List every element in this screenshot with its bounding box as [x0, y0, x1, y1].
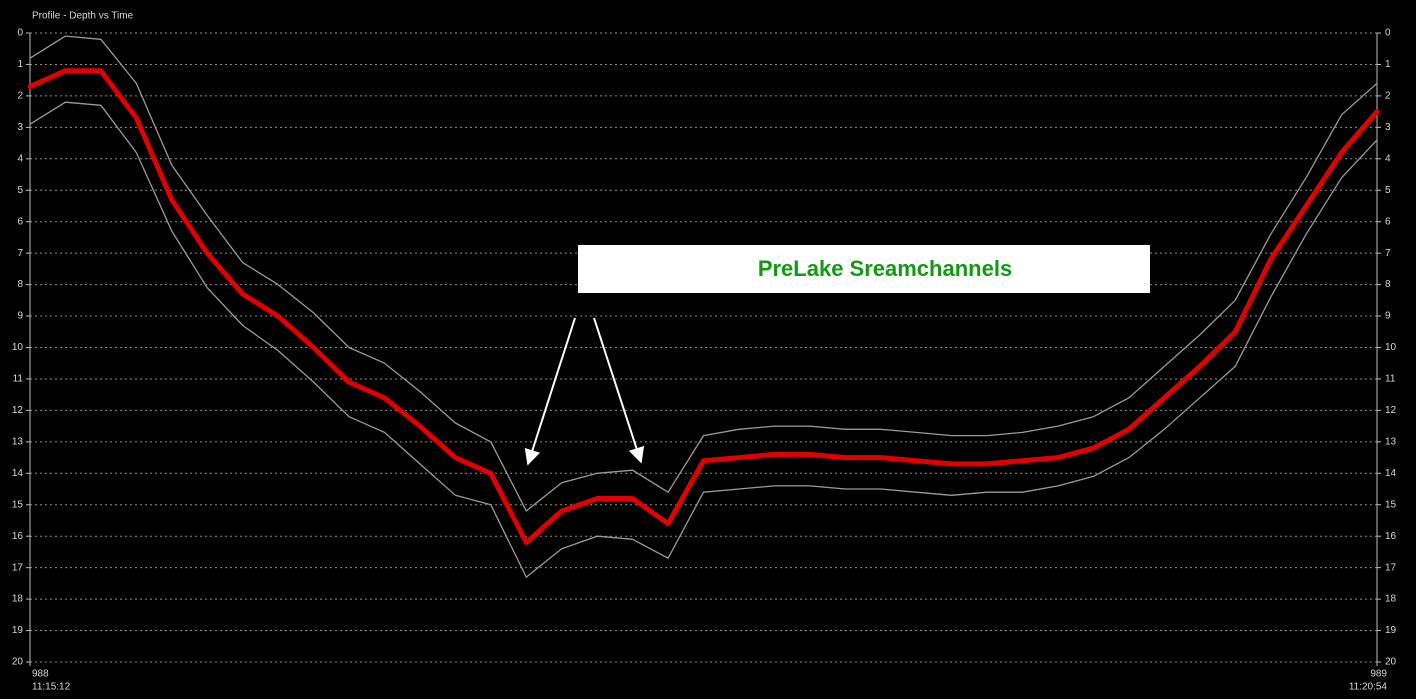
y-tick-label: 0	[1385, 28, 1391, 39]
y-tick-label: 7	[1385, 248, 1391, 259]
y-tick-label: 7	[17, 248, 23, 259]
y-tick-label: 2	[1385, 91, 1391, 102]
chart-title: Profile - Depth vs Time	[32, 11, 134, 22]
y-tick-label: 13	[12, 436, 24, 447]
y-tick-label: 1	[1385, 59, 1391, 70]
data-line	[29, 101, 1378, 578]
y-tick-label: 4	[1385, 153, 1391, 164]
x-tick-label: 988	[32, 669, 49, 680]
arrow	[593, 317, 645, 464]
y-tick-label: 3	[17, 122, 23, 133]
y-tick-label: 14	[1385, 468, 1397, 479]
y-tick-label: 11	[13, 374, 24, 385]
annotation-box	[578, 245, 1150, 293]
y-tick-label: 20	[12, 657, 24, 668]
y-tick-label: 5	[17, 185, 23, 196]
y-tick-label: 12	[12, 405, 24, 416]
x-tick-label: 989	[1370, 669, 1387, 680]
y-tick-label: 19	[1385, 625, 1397, 636]
y-tick-label: 2	[17, 91, 23, 102]
y-tick-label: 16	[12, 531, 24, 542]
y-tick-label: 18	[12, 594, 24, 605]
y-tick-label: 13	[1385, 436, 1397, 447]
arrow	[524, 317, 576, 466]
y-tick-label: 10	[12, 342, 24, 353]
y-tick-label: 4	[17, 153, 23, 164]
y-tick-label: 18	[1385, 594, 1397, 605]
y-tick-label: 17	[1385, 562, 1397, 573]
annotation: PreLake Sreamchannels	[758, 256, 1012, 281]
y-tick-label: 10	[1385, 342, 1397, 353]
x-tick-label: 11:20:54	[1349, 682, 1388, 693]
y-tick-label: 5	[1385, 185, 1391, 196]
y-tick-label: 12	[1385, 405, 1397, 416]
y-tick-label: 3	[1385, 122, 1391, 133]
y-tick-label: 17	[12, 562, 24, 573]
x-tick-label: 11:15:12	[32, 682, 71, 693]
y-tick-label: 15	[12, 499, 24, 510]
y-tick-label: 6	[1385, 216, 1391, 227]
y-tick-label: 16	[1385, 531, 1397, 542]
y-tick-label: 14	[12, 468, 24, 479]
y-tick-label: 8	[1385, 279, 1391, 290]
data-line	[27, 68, 1380, 545]
data-line	[29, 35, 1378, 512]
y-tick-label: 15	[1385, 499, 1397, 510]
y-tick-label: 9	[1385, 311, 1391, 322]
y-tick-label: 1	[17, 59, 23, 70]
y-tick-label: 6	[17, 216, 23, 227]
y-tick-label: 11	[1385, 374, 1396, 385]
y-tick-label: 8	[17, 279, 23, 290]
y-tick-label: 20	[1385, 657, 1397, 668]
y-tick-label: 19	[12, 625, 24, 636]
y-tick-label: 0	[17, 28, 23, 39]
y-tick-label: 9	[17, 311, 23, 322]
